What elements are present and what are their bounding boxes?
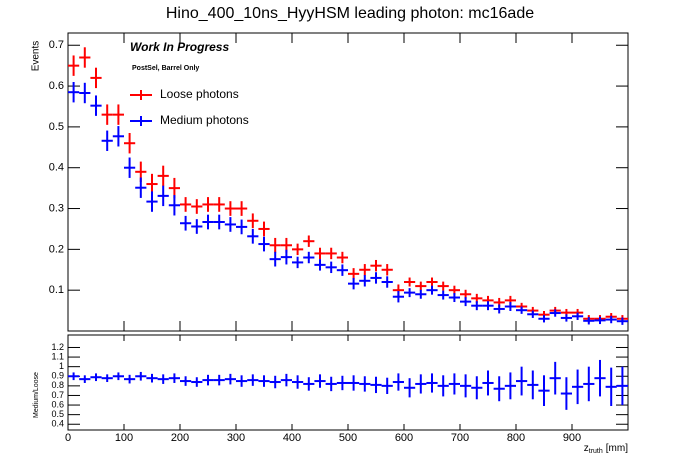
- annotation: Work In Progress: [130, 40, 229, 54]
- x-tick-label: 0: [65, 432, 71, 444]
- y-tick-label: 1.2: [51, 342, 64, 352]
- x-tick-label: 200: [171, 432, 189, 444]
- x-tick-label: 500: [339, 432, 357, 444]
- y-tick-label: 0.4: [51, 419, 64, 429]
- y-tick-label: 1: [59, 361, 64, 371]
- y-tick-label: 0.7: [49, 39, 64, 51]
- y-tick-label: 1.1: [51, 351, 64, 361]
- annotation: PostSel, Barrel Only: [132, 65, 199, 72]
- y-tick-label: 0.5: [51, 409, 64, 419]
- x-tick-label: 300: [227, 432, 245, 444]
- y-tick-label: 0.6: [49, 80, 64, 92]
- y-axis-label: Events: [31, 41, 42, 72]
- y-tick-label: 0.3: [49, 202, 64, 214]
- x-label-sub: truth: [589, 448, 603, 455]
- y-axis-label: Medium/Loose: [33, 372, 40, 418]
- x-tick-label: 900: [563, 432, 581, 444]
- y-tick-label: 0.5: [49, 121, 64, 133]
- x-tick-label: 600: [395, 432, 413, 444]
- chart-title: Hino_400_10ns_HyyHSM leading photon: mc1…: [166, 5, 534, 22]
- x-tick-label: 100: [115, 432, 133, 444]
- y-tick-label: 0.6: [51, 399, 64, 409]
- x-label-unit: [mm]: [606, 443, 628, 454]
- y-tick-label: 0.9: [51, 371, 64, 381]
- legend-label: Medium photons: [160, 113, 249, 127]
- y-tick-label: 0.2: [49, 243, 64, 255]
- x-label-main: z: [584, 443, 589, 454]
- y-tick-label: 0.4: [49, 162, 64, 174]
- y-tick-label: 0.8: [51, 380, 64, 390]
- legend-label: Loose photons: [160, 87, 239, 101]
- y-tick-label: 0.1: [49, 284, 64, 296]
- y-tick-label: 0.7: [51, 390, 64, 400]
- x-tick-label: 800: [507, 432, 525, 444]
- x-axis-label: ztruth [mm]: [584, 443, 628, 455]
- x-tick-label: 700: [451, 432, 469, 444]
- x-tick-label: 400: [283, 432, 301, 444]
